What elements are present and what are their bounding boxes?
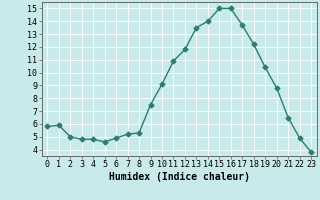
- X-axis label: Humidex (Indice chaleur): Humidex (Indice chaleur): [109, 172, 250, 182]
